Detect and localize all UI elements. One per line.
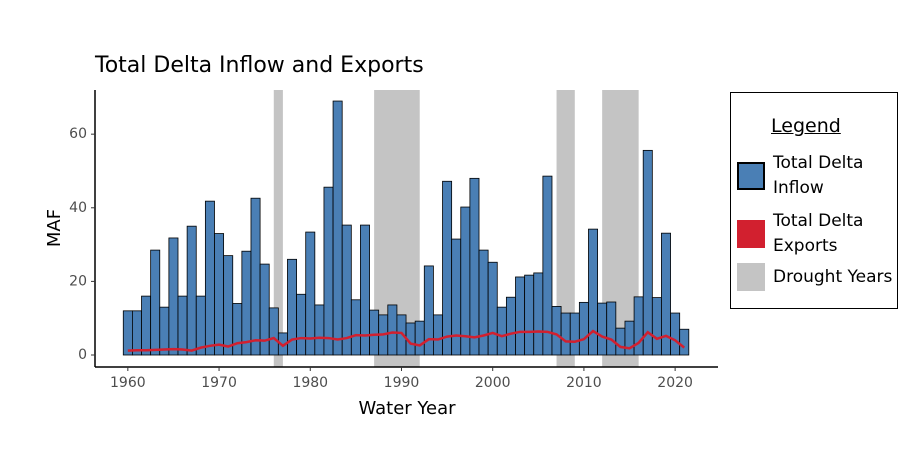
y-tick-label: 40 (69, 200, 87, 216)
bar (679, 328, 690, 356)
legend-label: Drought Years (773, 266, 893, 287)
y-axis-label: MAF (44, 209, 65, 247)
bar (204, 200, 215, 356)
bar (642, 149, 653, 356)
legend-title: Legend (771, 115, 841, 137)
bar (542, 175, 553, 356)
bar (223, 255, 234, 356)
bar (505, 296, 516, 356)
bar (651, 297, 662, 356)
bar (122, 310, 133, 356)
bar (661, 232, 671, 356)
x-tick-label: 1980 (292, 375, 328, 391)
bar (597, 302, 608, 356)
plot-area: 0 20 40 60 1960 1970 1980 1990 2000 2010 2020 (69, 90, 718, 391)
bar (487, 261, 498, 356)
legend-label: Total Delta Exports (773, 211, 864, 256)
x-tick-label: 2010 (566, 375, 602, 391)
y-tick-label: 20 (69, 273, 87, 289)
bar (615, 327, 626, 356)
line (127, 329, 686, 352)
bar (241, 250, 252, 356)
bar (433, 314, 443, 356)
bar (268, 307, 279, 356)
bar (214, 233, 225, 356)
x-tick-label: 1990 (384, 375, 420, 391)
bar (515, 276, 526, 356)
x-tick-label: 1970 (201, 375, 237, 391)
drought-band (556, 90, 575, 367)
bar (624, 320, 635, 356)
x-tick-label: 2000 (475, 375, 511, 391)
legend: Legend Total Delta Inflow Total Delta Exp… (730, 92, 898, 309)
bar (332, 100, 343, 356)
bar (588, 228, 598, 356)
y-tick-label: 60 (69, 126, 87, 142)
legend-key (737, 263, 765, 291)
bar (560, 312, 571, 356)
bar (341, 224, 352, 356)
bar (387, 304, 398, 356)
bar (670, 312, 681, 356)
bar (141, 295, 152, 356)
bar (469, 177, 480, 356)
bar (414, 320, 425, 356)
bar (186, 225, 197, 356)
bar (423, 265, 434, 356)
bar (159, 306, 170, 356)
bar (451, 238, 462, 356)
y-tick-label: 0 (78, 347, 87, 363)
bar (478, 249, 489, 356)
bar (150, 249, 161, 356)
legend-key (737, 162, 765, 190)
x-tick-label: 2020 (657, 375, 693, 391)
legend-item: Total Delta Inflow (737, 151, 893, 201)
bar (168, 237, 179, 356)
x-axis-label: Water Year (358, 398, 456, 419)
bar (131, 310, 142, 356)
bar (350, 299, 361, 356)
bar (569, 312, 580, 356)
bar (442, 180, 453, 356)
bar (360, 224, 370, 356)
bar (578, 301, 589, 356)
legend-item: Drought Years (737, 263, 893, 291)
bar (606, 301, 617, 356)
legend-label: Total Delta Inflow (773, 153, 864, 198)
bar (524, 274, 535, 356)
bar (551, 306, 562, 356)
chart-title: Total Delta Inflow and Exports (94, 53, 424, 78)
legend-key (737, 220, 765, 248)
bar (250, 197, 261, 356)
bar (460, 206, 471, 356)
legend-item: Total Delta Exports (737, 209, 893, 259)
bar (296, 293, 307, 356)
drought-band (273, 90, 283, 367)
bar (314, 304, 325, 356)
bar (305, 231, 316, 356)
bar (323, 186, 334, 356)
bar (496, 306, 507, 356)
bar (633, 296, 644, 356)
bar (177, 295, 188, 356)
x-tick-label: 1960 (110, 375, 146, 391)
bar (232, 303, 243, 356)
bar (369, 309, 380, 356)
bar (533, 272, 544, 356)
